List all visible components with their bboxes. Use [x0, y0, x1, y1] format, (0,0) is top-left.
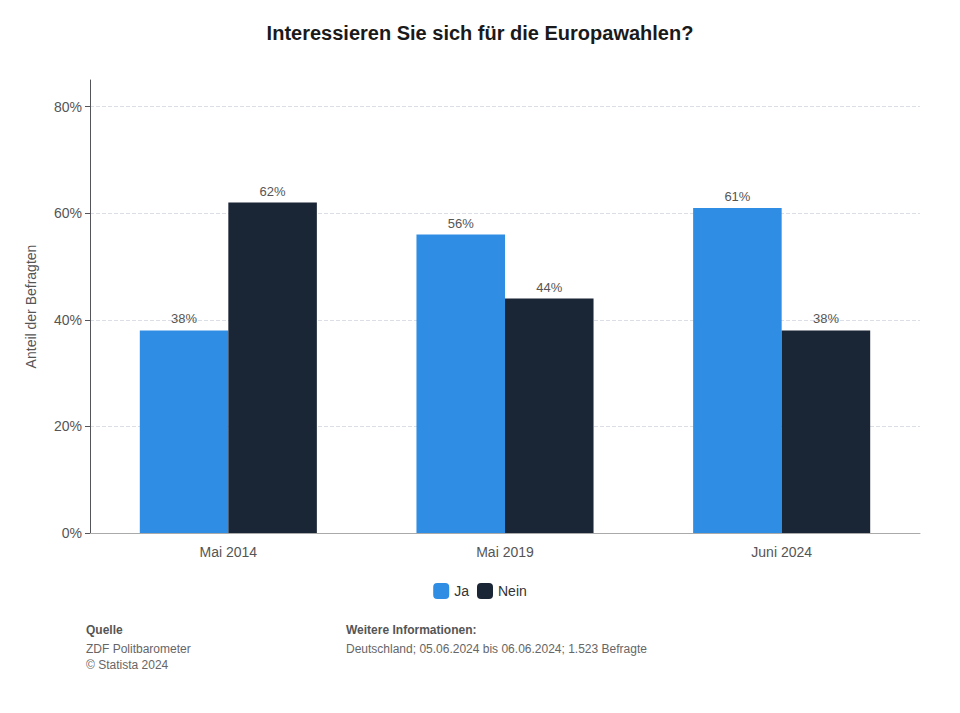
svg-text:ZDF Politbarometer: ZDF Politbarometer	[86, 642, 191, 656]
svg-text:60%: 60%	[54, 205, 82, 221]
svg-text:61%: 61%	[724, 189, 750, 204]
svg-text:20%: 20%	[54, 418, 82, 434]
svg-text:© Statista 2024: © Statista 2024	[86, 658, 169, 672]
svg-text:38%: 38%	[171, 311, 197, 326]
svg-text:0%: 0%	[62, 525, 82, 541]
svg-text:56%: 56%	[448, 216, 474, 231]
svg-text:38%: 38%	[813, 311, 839, 326]
svg-text:Mai 2019: Mai 2019	[476, 544, 534, 560]
svg-text:44%: 44%	[536, 280, 562, 295]
svg-text:80%: 80%	[54, 99, 82, 115]
svg-text:Mai 2014: Mai 2014	[200, 544, 258, 560]
svg-text:40%: 40%	[54, 312, 82, 328]
svg-text:Juni 2024: Juni 2024	[751, 544, 812, 560]
svg-text:Quelle: Quelle	[86, 623, 123, 637]
svg-text:Deutschland; 05.06.2024 bis 06: Deutschland; 05.06.2024 bis 06.06.2024; …	[346, 642, 647, 656]
svg-text:Anteil der Befragten: Anteil der Befragten	[23, 245, 39, 369]
svg-text:Weitere Informationen:: Weitere Informationen:	[346, 623, 476, 637]
svg-text:62%: 62%	[260, 184, 286, 199]
svg-text:Nein: Nein	[498, 583, 527, 599]
svg-text:Ja: Ja	[454, 583, 469, 599]
svg-text:Interessieren Sie sich für die: Interessieren Sie sich für die Europawah…	[267, 22, 694, 44]
